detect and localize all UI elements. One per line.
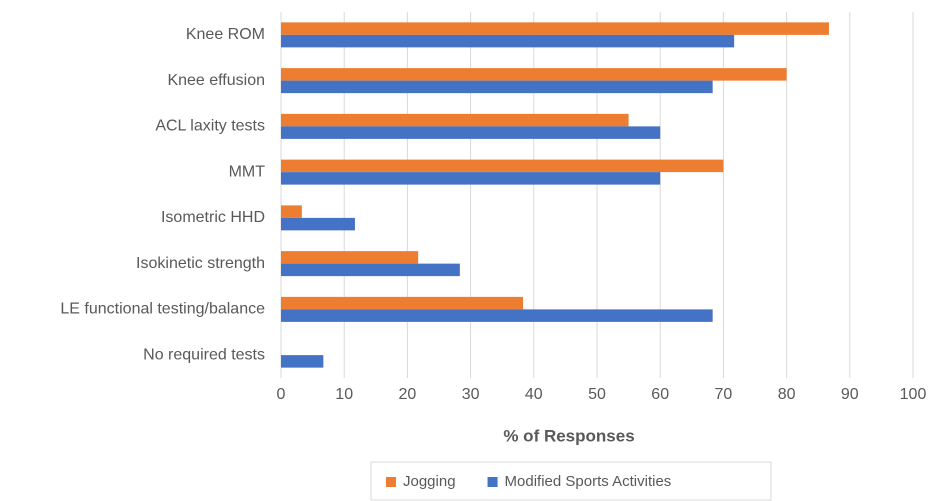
x-axis-title: % of Responses xyxy=(503,426,634,445)
y-tick-label: Isometric HHD xyxy=(161,209,265,226)
x-tick-label: 30 xyxy=(462,386,480,403)
bar xyxy=(281,217,355,231)
y-tick-label: Isokinetic strength xyxy=(136,255,265,272)
bar xyxy=(281,113,629,127)
bar xyxy=(281,68,787,81)
x-tick-label: 50 xyxy=(588,386,606,403)
bar xyxy=(281,22,829,35)
x-tick-label: 60 xyxy=(651,386,669,403)
y-tick-label: LE functional testing/balance xyxy=(60,301,265,318)
bar xyxy=(281,309,713,322)
bar xyxy=(281,296,524,310)
y-tick-label: MMT xyxy=(229,163,266,180)
bar xyxy=(281,355,324,368)
bar xyxy=(281,172,661,185)
y-tick-label: Knee effusion xyxy=(167,72,265,89)
bar xyxy=(281,205,302,218)
x-tick-label: 40 xyxy=(525,386,543,403)
x-tick-label: 0 xyxy=(277,386,286,403)
bar xyxy=(281,126,661,139)
bar xyxy=(281,263,460,277)
legend-swatch xyxy=(487,477,498,487)
x-tick-label: 20 xyxy=(399,386,417,403)
y-tick-label: Knee ROM xyxy=(186,26,265,43)
x-tick-label: 90 xyxy=(841,386,859,403)
bar xyxy=(281,34,735,48)
x-tick-label: 80 xyxy=(778,386,796,403)
x-tick-label: 70 xyxy=(715,386,733,403)
x-tick-label: 100 xyxy=(900,386,927,403)
legend-label: Jogging xyxy=(403,473,456,490)
legend-box xyxy=(370,461,772,501)
y-tick-label: ACL laxity tests xyxy=(155,118,265,135)
bar xyxy=(281,251,419,264)
x-tick-label: 10 xyxy=(335,386,353,403)
y-tick-label: No required tests xyxy=(143,346,265,363)
bar xyxy=(281,80,713,94)
legend-label: Modified Sports Activities xyxy=(505,473,672,490)
bar xyxy=(281,159,724,173)
legend-swatch xyxy=(386,477,396,487)
